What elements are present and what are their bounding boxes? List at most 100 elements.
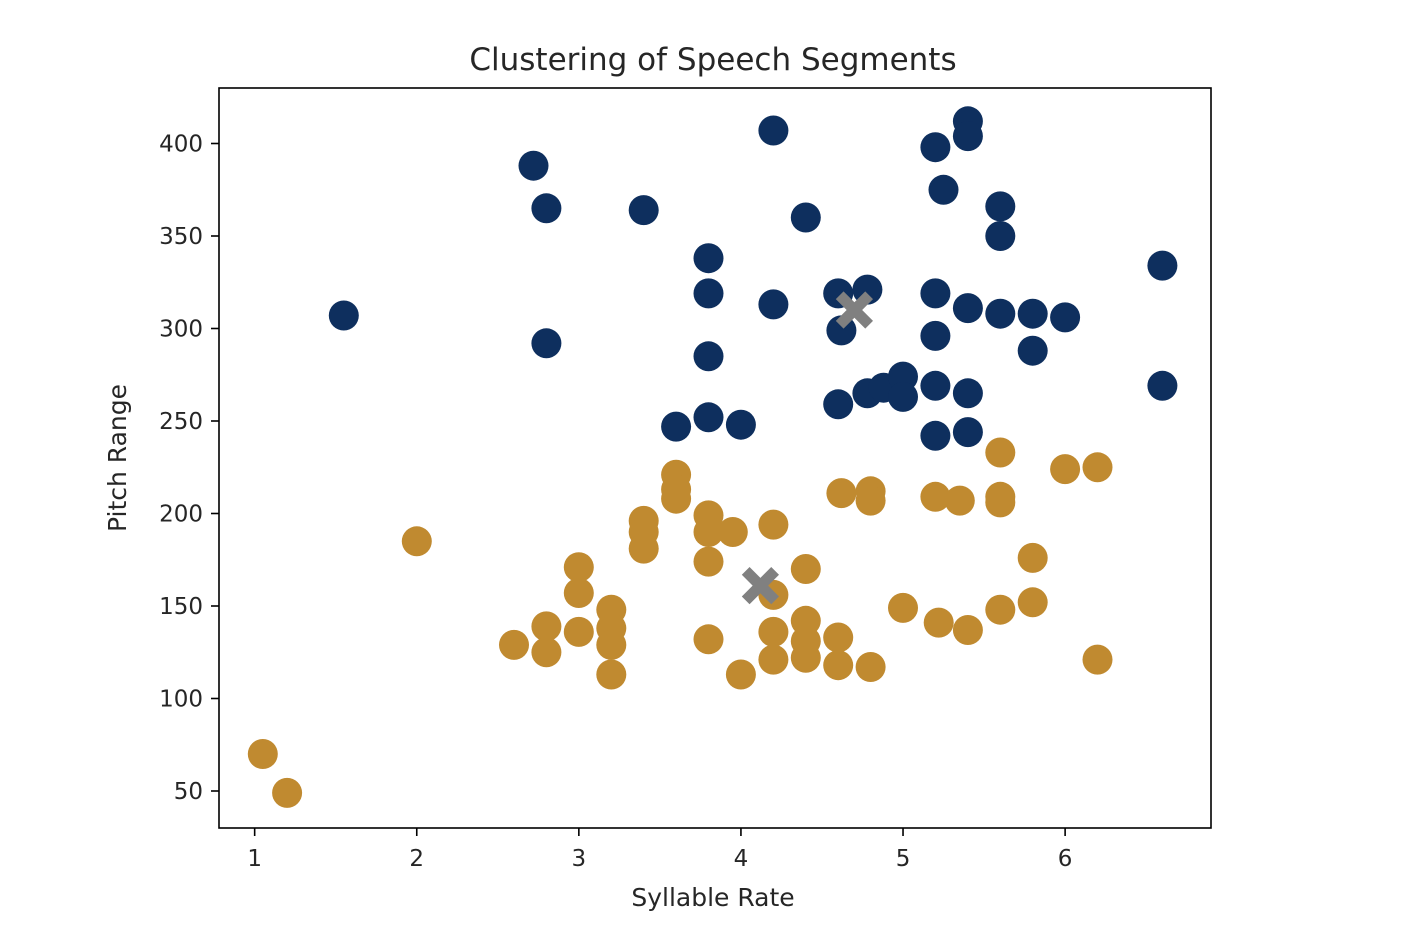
scatter-point-cluster-1-34 (985, 191, 1016, 222)
scatter-point-cluster-2-51 (1050, 454, 1081, 485)
scatter-point-cluster-2-42 (923, 607, 954, 638)
scatter-point-cluster-1-16 (823, 389, 854, 420)
scatter-point-cluster-1-39 (1050, 302, 1081, 333)
scatter-point-cluster-2-50 (1017, 587, 1048, 618)
scatter-point-cluster-1-28 (928, 174, 959, 205)
x-tick-label-3: 3 (572, 846, 587, 872)
x-axis: 1 2 3 4 5 6 (247, 828, 1072, 872)
scatter-point-cluster-1-40 (1147, 250, 1178, 281)
plot-frame (218, 87, 1212, 829)
scatter-point-cluster-1-7 (693, 243, 724, 274)
scatter-point-cluster-2-25 (725, 659, 756, 690)
scatter-point-cluster-2-13 (596, 659, 627, 690)
scatter-point-cluster-1-10 (693, 402, 724, 433)
points-layer (247, 106, 1178, 808)
scatter-point-cluster-1-23 (920, 132, 951, 163)
scatter-point-cluster-1-8 (693, 278, 724, 309)
centroids-layer (741, 291, 873, 605)
scatter-point-cluster-1-6 (661, 411, 692, 442)
y-tick-label-5: 250 (159, 409, 203, 435)
centroid-marker-1 (835, 291, 873, 329)
y-tick-label-2: 100 (159, 687, 203, 713)
scatter-point-cluster-1-2 (518, 150, 549, 181)
scatter-point-cluster-2-47 (985, 487, 1016, 518)
scatter-point-cluster-2-24 (717, 517, 748, 547)
scatter-point-cluster-1-37 (1017, 298, 1048, 329)
scatter-point-cluster-2-40 (888, 592, 918, 623)
scatter-point-cluster-1-11 (725, 409, 756, 440)
scatter-point-cluster-2-34 (823, 622, 854, 653)
scatter-point-cluster-2-45 (985, 437, 1016, 468)
x-tick-label-4: 4 (734, 846, 749, 872)
scatter-point-cluster-2-36 (826, 478, 857, 509)
x-tick-label-2: 2 (409, 846, 424, 872)
x-tick-label-5: 5 (896, 846, 911, 872)
scatter-point-cluster-2-16 (628, 533, 659, 564)
scatter-point-cluster-2-26 (758, 509, 789, 540)
x-axis-label: Syllable Rate (631, 883, 794, 912)
scatter-point-cluster-1-3 (531, 193, 562, 224)
scatter-point-cluster-1-9 (693, 341, 724, 372)
scatter-point-cluster-1-13 (758, 289, 789, 320)
y-tick-label-6: 300 (159, 317, 203, 343)
scatter-point-cluster-2-8 (563, 578, 594, 608)
scatter-point-cluster-1-1 (328, 300, 359, 331)
scatter-point-cluster-2-39 (855, 652, 886, 682)
scatter-point-cluster-1-22 (888, 381, 918, 412)
y-tick-label-3: 150 (159, 594, 203, 620)
scatter-point-cluster-1-4 (531, 328, 562, 359)
scatter-point-cluster-2-53 (1082, 644, 1113, 675)
scatter-point-cluster-1-12 (758, 115, 789, 146)
scatter-point-cluster-2-30 (790, 554, 821, 584)
y-tick-label-8: 400 (159, 132, 203, 158)
scatter-point-cluster-1-26 (920, 370, 951, 401)
scatter-point-cluster-2-2 (272, 777, 303, 808)
scatter-point-cluster-2-9 (563, 616, 594, 647)
scatter-point-cluster-2-23 (693, 624, 724, 655)
scatter-point-cluster-2-41 (920, 481, 951, 512)
scatter-point-cluster-1-30 (952, 121, 983, 152)
scatter-point-cluster-2-33 (790, 642, 821, 673)
x-tick-label-6: 6 (1058, 846, 1073, 872)
scatter-point-cluster-2-21 (693, 517, 724, 547)
x-tick-label-1: 1 (247, 846, 262, 872)
scatter-point-cluster-2-44 (952, 615, 983, 645)
scatter-point-cluster-2-38 (855, 485, 886, 516)
scatter-point-cluster-2-1 (247, 739, 278, 769)
scatter-point-cluster-1-38 (1017, 335, 1048, 366)
scatter-point-cluster-2-29 (758, 644, 789, 675)
scatter-point-cluster-1-32 (952, 378, 983, 409)
centroid-marker-2 (741, 567, 779, 605)
scatter-point-cluster-2-22 (693, 546, 724, 577)
y-tick-label-1: 50 (174, 779, 203, 805)
scatter-point-cluster-2-49 (1017, 542, 1048, 573)
scatter-point-cluster-2-3 (401, 526, 432, 557)
scatter-point-cluster-1-14 (790, 202, 821, 233)
scatter-point-cluster-2-5 (531, 611, 562, 642)
y-tick-label-7: 350 (159, 224, 203, 250)
scatter-point-cluster-1-27 (920, 420, 951, 451)
scatter-point-cluster-1-31 (952, 293, 983, 324)
scatter-point-cluster-2-7 (563, 552, 594, 583)
scatter-point-cluster-2-28 (758, 616, 789, 647)
y-axis-label: Pitch Range (103, 384, 132, 532)
scatter-point-cluster-1-5 (628, 195, 659, 226)
scatter-point-cluster-2-48 (985, 594, 1016, 625)
scatter-point-cluster-1-33 (952, 417, 983, 448)
scatter-point-cluster-2-52 (1082, 452, 1113, 483)
chart-title: Clustering of Speech Segments (469, 42, 956, 78)
scatter-point-cluster-2-4 (499, 629, 529, 660)
scatter-point-cluster-1-35 (985, 221, 1016, 251)
scatter-point-cluster-2-43 (944, 485, 975, 516)
scatter-point-cluster-2-19 (661, 483, 692, 514)
scatter-point-cluster-2-12 (596, 629, 627, 660)
scatter-point-cluster-1-24 (920, 278, 951, 309)
scatter-point-cluster-1-36 (985, 298, 1016, 329)
scatter-point-cluster-2-35 (823, 650, 854, 681)
y-tick-label-4: 200 (159, 502, 203, 528)
scatter-point-cluster-2-6 (531, 637, 562, 668)
scatter-point-cluster-1-41 (1147, 370, 1178, 401)
y-axis: 50 100 150 200 250 300 350 400 (159, 132, 219, 805)
scatter-point-cluster-1-25 (920, 320, 951, 351)
